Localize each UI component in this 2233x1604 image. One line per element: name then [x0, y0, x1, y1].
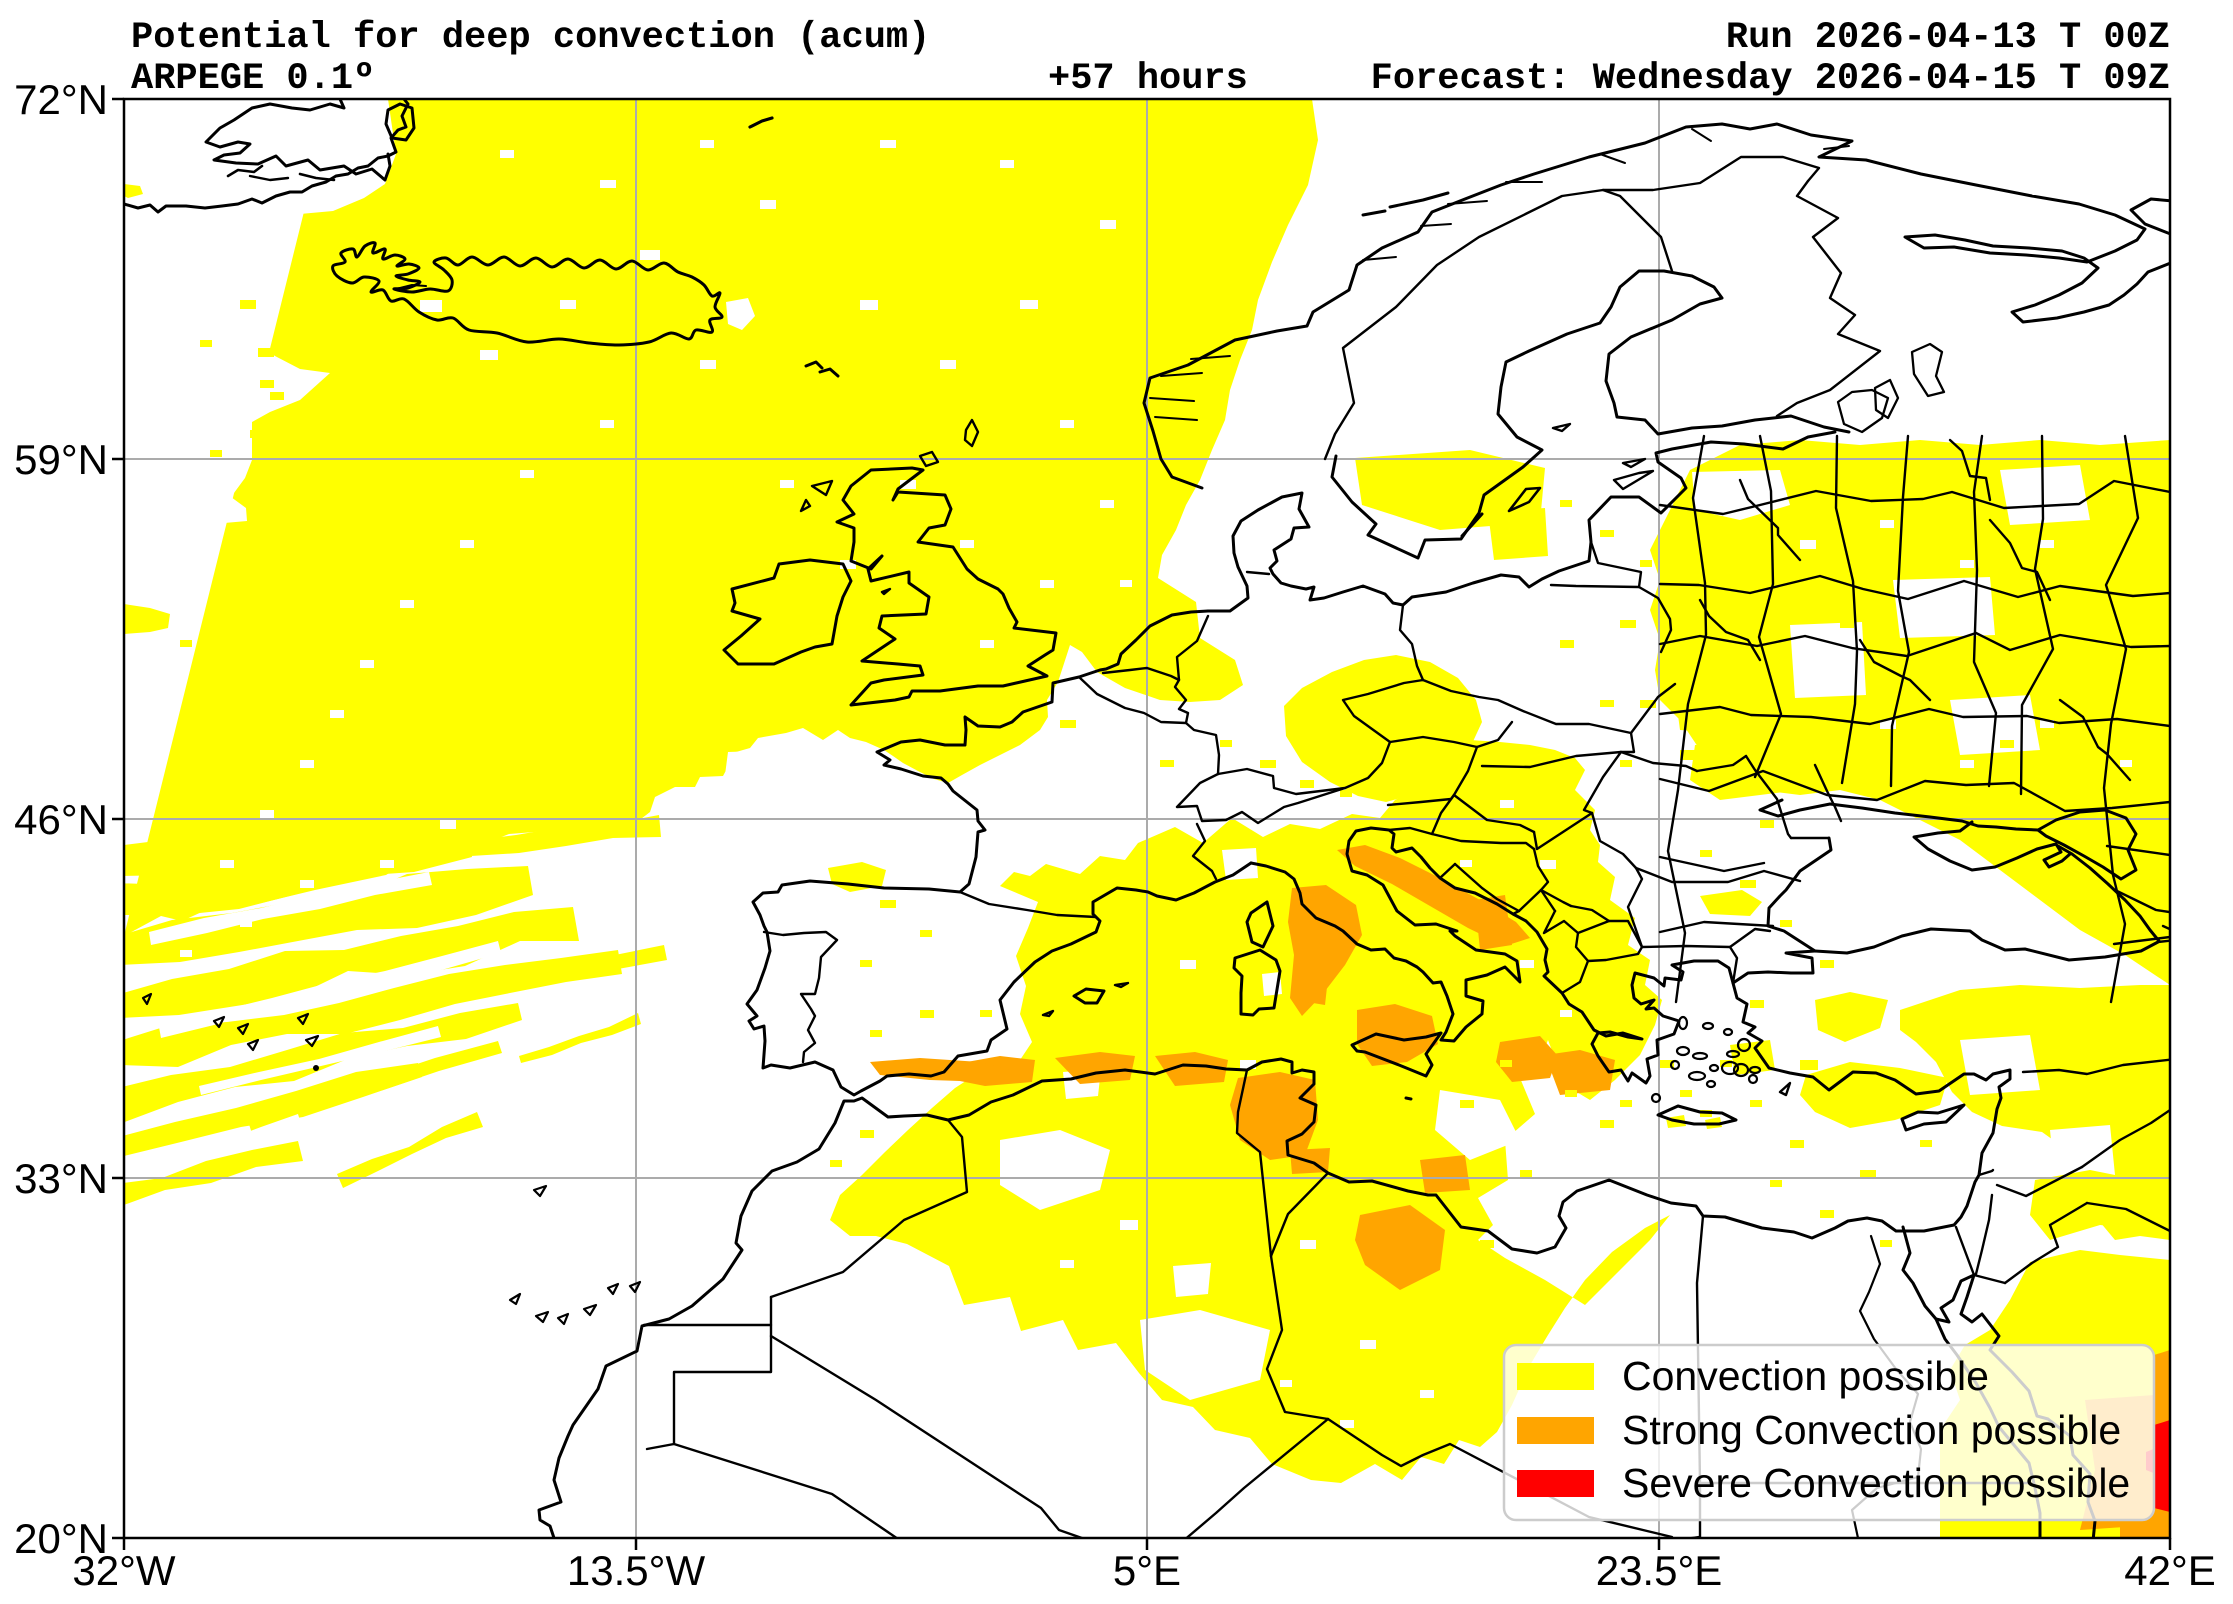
svg-text:23.5°E: 23.5°E [1596, 1547, 1723, 1594]
svg-text:+57 hours: +57 hours [1048, 58, 1248, 100]
svg-text:ARPEGE 0.1º: ARPEGE 0.1º [131, 58, 375, 100]
svg-text:59°N: 59°N [14, 436, 108, 483]
svg-text:Severe Convection possible: Severe Convection possible [1622, 1460, 2130, 1506]
svg-text:20°N: 20°N [14, 1515, 108, 1562]
svg-text:Forecast: Wednesday 2026-04-15: Forecast: Wednesday 2026-04-15 T 09Z [1371, 58, 2170, 100]
svg-text:Run 2026-04-13 T 00Z: Run 2026-04-13 T 00Z [1726, 17, 2170, 59]
svg-text:42°E: 42°E [2124, 1547, 2216, 1594]
svg-text:32°W: 32°W [72, 1547, 176, 1594]
svg-text:5°E: 5°E [1113, 1547, 1181, 1594]
svg-text:Convection possible: Convection possible [1622, 1353, 1989, 1399]
svg-text:46°N: 46°N [14, 796, 108, 843]
svg-text:33°N: 33°N [14, 1155, 108, 1202]
svg-text:Strong Convection possible: Strong Convection possible [1622, 1407, 2121, 1453]
svg-text:72°N: 72°N [14, 76, 108, 123]
svg-text:13.5°W: 13.5°W [567, 1547, 706, 1594]
svg-text:Potential for deep convection: Potential for deep convection (acum) [131, 17, 930, 59]
